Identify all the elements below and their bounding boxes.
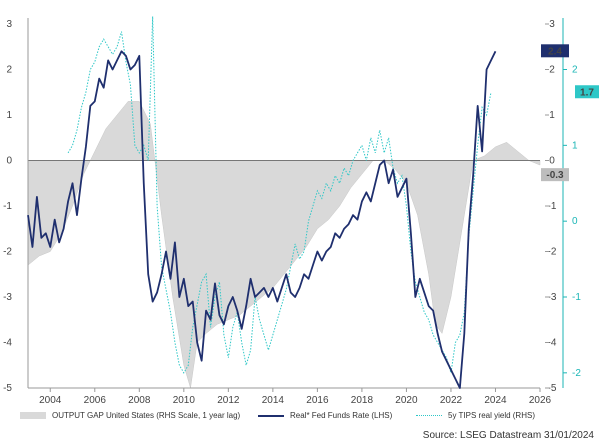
y-right-tips-tick-label: 0 — [572, 216, 578, 227]
x-tick-label: 2018 — [351, 395, 374, 406]
y-right-gap-tick-label: 1 — [549, 110, 555, 121]
y-left-tick-label: -2 — [3, 247, 12, 258]
y-right-gap-tick-label: -5 — [548, 383, 557, 394]
legend-swatch-tips — [416, 415, 442, 416]
fed-funds-end-label: 2.4 — [548, 46, 562, 57]
y-right-gap-tick-label: 0 — [549, 156, 555, 167]
output-gap-end-label-box — [541, 168, 569, 182]
y-left-tick-label: -4 — [3, 338, 12, 349]
y-left-tick-label: 2 — [6, 65, 12, 76]
y-right-tips-tick-label: -1 — [572, 292, 581, 303]
x-tick-label: 2010 — [173, 395, 196, 406]
legend-item-output-gap: OUTPUT GAP United States (RHS Scale, 1 y… — [20, 411, 240, 420]
chart: 3 2 1 0 -1 -2 -3 -4 -5 3 2 1 0 -1 -2 -3 -4 -5 2 1 0 -1 -2 2004 2… — [3, 16, 599, 406]
y-right-gap-tick-label: -1 — [548, 201, 557, 212]
legend-label-fed-funds: Real* Fed Funds Rate (LHS) — [290, 411, 393, 420]
x-tick-label: 2020 — [395, 395, 418, 406]
x-tick-label: 2024 — [484, 395, 507, 406]
legend-swatch-output-gap — [20, 412, 46, 419]
y-right-gap-tick-label: -3 — [548, 292, 557, 303]
series-tips-line — [67, 16, 492, 374]
source-note: Source: LSEG Datastream 31/01/2024 — [422, 430, 594, 441]
tips-end-label-box — [575, 85, 599, 99]
legend-swatch-fed-funds — [258, 414, 284, 417]
tips-end-label: 1.7 — [580, 87, 594, 98]
x-tick-label: 2012 — [217, 395, 240, 406]
x-tick-label: 2006 — [84, 395, 107, 406]
x-tick-label: 2004 — [39, 395, 62, 406]
y-left-tick-label: 1 — [6, 110, 12, 121]
series-fed-funds-line — [27, 50, 497, 389]
y-left-tick-label: 3 — [6, 19, 12, 30]
y-left-tick-label: -5 — [3, 383, 12, 394]
y-left-tick-label: -3 — [3, 292, 12, 303]
legend-item-fed-funds: Real* Fed Funds Rate (LHS) — [258, 411, 392, 420]
y-right-tips-tick-label: 2 — [572, 65, 578, 76]
legend: OUTPUT GAP United States (RHS Scale, 1 y… — [0, 411, 602, 425]
x-tick-label: 2022 — [440, 395, 463, 406]
x-tick-label: 2014 — [262, 395, 285, 406]
y-right-gap-tick-label: 3 — [549, 19, 555, 30]
legend-label-output-gap: OUTPUT GAP United States (RHS Scale, 1 y… — [52, 411, 241, 420]
y-right-gap-tick-label: 2 — [549, 65, 555, 76]
series-output-gap-area — [27, 101, 541, 389]
y-left-tick-label: -1 — [3, 201, 12, 212]
x-tick-label: 2008 — [128, 395, 151, 406]
y-left-tick-label: 0 — [6, 156, 12, 167]
y-right-gap-tick-label: -4 — [548, 338, 557, 349]
x-tick-label: 2016 — [306, 395, 329, 406]
y-right-tips-tick-label: -2 — [572, 368, 581, 379]
y-right-tips-tick-label: 1 — [572, 140, 578, 151]
y-right-gap-tick-label: -2 — [548, 247, 557, 258]
x-tick-label: 2026 — [529, 395, 552, 406]
legend-label-tips: 5y TIPS real yield (RHS) — [448, 411, 535, 420]
legend-item-tips: 5y TIPS real yield (RHS) — [416, 411, 535, 420]
output-gap-end-label: -0.3 — [546, 170, 564, 181]
fed-funds-end-label-box — [541, 44, 569, 58]
